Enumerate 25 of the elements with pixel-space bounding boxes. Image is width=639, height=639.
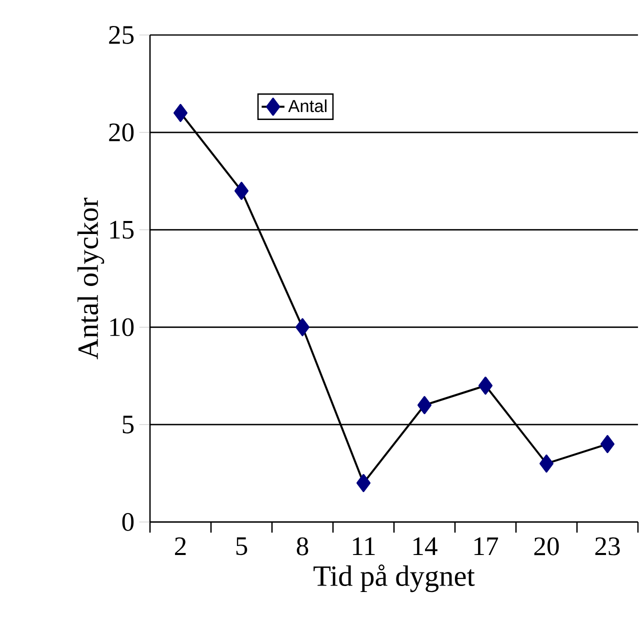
point bbox=[418, 396, 432, 414]
point bbox=[478, 376, 493, 395]
y-tick-label: 5 bbox=[123, 416, 134, 434]
x-tick-label: 2 bbox=[175, 537, 186, 556]
point bbox=[600, 435, 615, 454]
y-tick-label: 10 bbox=[110, 318, 134, 336]
legend-label: Antal bbox=[288, 99, 327, 112]
x-tick-label: 23 bbox=[595, 537, 620, 556]
point bbox=[234, 182, 249, 200]
y-tick-label: 20 bbox=[109, 123, 134, 142]
y-tick-label: 0 bbox=[122, 513, 134, 531]
x-tick-label: 17 bbox=[474, 537, 498, 555]
x-tick-label: 5 bbox=[236, 537, 248, 556]
point bbox=[296, 318, 310, 336]
point bbox=[540, 454, 554, 473]
point bbox=[356, 474, 371, 492]
x-axis-title: Tid på dygnet bbox=[314, 564, 475, 592]
x-tick-label: 8 bbox=[297, 537, 308, 556]
y-tick-label: 15 bbox=[110, 220, 134, 239]
x-tick-label: 20 bbox=[534, 537, 559, 556]
point bbox=[174, 104, 188, 122]
x-tick-label: 11 bbox=[353, 537, 375, 555]
y-tick-label: 25 bbox=[109, 26, 134, 44]
y-axis-title: Antal olyckor bbox=[78, 198, 104, 360]
x-tick-label: 14 bbox=[414, 537, 438, 555]
